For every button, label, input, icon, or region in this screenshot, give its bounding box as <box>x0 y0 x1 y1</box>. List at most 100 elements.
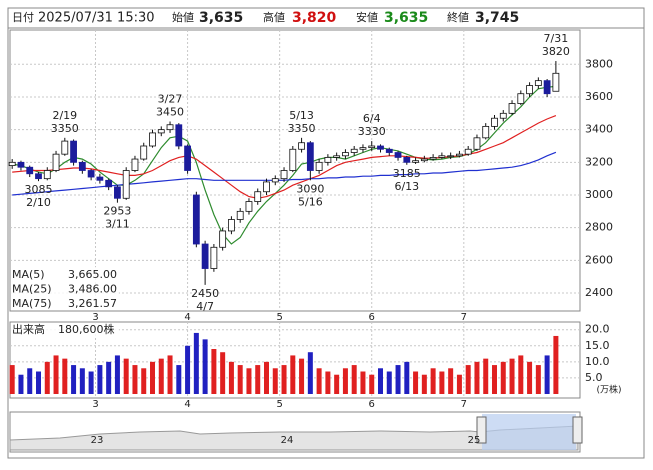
navigator-handle[interactable] <box>476 416 487 444</box>
y-tick-label: 2600 <box>585 253 613 266</box>
volume-bar <box>62 358 68 394</box>
candle-body <box>157 129 165 134</box>
header-datetime: 2025/07/31 15:30 <box>38 11 155 26</box>
annotation-date: 5/16 <box>298 195 323 208</box>
candle-body <box>438 155 446 158</box>
candle-body <box>298 142 305 150</box>
volume-bar <box>535 365 541 394</box>
candle-body <box>131 158 139 171</box>
candle-body <box>482 125 490 139</box>
volume-bar <box>123 358 129 394</box>
candle-body <box>385 148 393 153</box>
candle-body <box>534 80 542 86</box>
y-tick-label: 2400 <box>585 286 613 299</box>
volume-bar <box>378 368 383 394</box>
x-tick-label: 7 <box>461 399 467 410</box>
volume-bar <box>246 368 252 394</box>
volume-bar <box>369 374 375 394</box>
candle-body <box>192 194 200 245</box>
volume-bar <box>158 358 164 394</box>
candle-body <box>508 103 516 114</box>
legend-name: MA(5) <box>12 268 45 281</box>
y-tick-label: 3600 <box>585 90 613 103</box>
y-tick-label: 20.0 <box>585 323 610 336</box>
volume-bar <box>527 361 533 394</box>
candle-body <box>517 93 525 104</box>
candle-body <box>359 147 367 150</box>
volume-bar <box>211 349 217 394</box>
volume-bar <box>448 368 454 394</box>
volume-bar <box>141 368 147 394</box>
volume-bar <box>220 352 226 394</box>
volume-bar <box>255 365 261 394</box>
y-tick-label: 15.0 <box>585 339 610 352</box>
candle-body <box>219 230 227 248</box>
annotation-value: 3820 <box>542 45 570 58</box>
candle-body <box>236 210 244 220</box>
volume-panel <box>9 321 581 399</box>
volume-bar <box>334 374 340 394</box>
volume-bar <box>106 361 112 394</box>
volume-bar <box>439 371 445 394</box>
candle-body <box>78 161 86 171</box>
volume-bar <box>483 358 489 394</box>
price-panel <box>9 29 581 312</box>
legend-name: MA(25) <box>12 283 52 296</box>
x-tick-label: 6 <box>369 399 375 410</box>
candle-body <box>210 246 218 269</box>
volume-bar <box>430 368 436 394</box>
candle-body <box>140 145 148 160</box>
navigator-label: 25 <box>468 435 481 446</box>
volume-bar <box>421 374 427 394</box>
annotation-value: 3350 <box>51 122 79 135</box>
volume-value: 180,600株 <box>58 322 115 336</box>
x-tick-label: 4 <box>184 399 190 410</box>
candle-body <box>429 157 437 160</box>
candle-body <box>394 152 402 158</box>
legend-value: 3,665.00 <box>68 268 117 281</box>
volume-bar <box>544 355 550 394</box>
volume-bar <box>79 368 85 394</box>
navigator-label: 23 <box>91 435 104 446</box>
candle-body <box>96 176 104 181</box>
volume-bar <box>97 365 103 394</box>
y-tick-label: 3800 <box>585 57 613 70</box>
candle-body <box>201 243 209 269</box>
candle-body <box>412 160 419 163</box>
volume-bar <box>9 365 15 394</box>
navigator-handle[interactable] <box>572 416 583 444</box>
header-value: 3,635 <box>384 10 428 26</box>
candle-body <box>499 112 507 119</box>
x-tick-label: 6 <box>369 312 375 323</box>
candle-body <box>456 153 463 157</box>
volume-bar <box>132 365 138 394</box>
x-tick-label: 5 <box>276 399 282 410</box>
navigator-range[interactable] <box>482 414 576 450</box>
candle-body <box>447 155 455 158</box>
candle-body <box>43 170 51 180</box>
volume-bar <box>360 371 366 394</box>
candle-body <box>403 157 411 163</box>
header-value: 3,745 <box>475 10 519 26</box>
volume-bar <box>202 339 208 394</box>
candle-body <box>87 170 95 178</box>
volume-bar <box>18 374 24 394</box>
annotation-date: 7/31 <box>544 32 569 45</box>
volume-bar <box>185 345 191 394</box>
annotation-date: 6/4 <box>363 112 381 125</box>
volume-bar <box>167 355 173 394</box>
volume-bar <box>465 365 471 394</box>
volume-bar <box>509 358 515 394</box>
y-tick-label: 2800 <box>585 221 613 234</box>
header-label: 高値 <box>263 10 285 24</box>
candle-body <box>17 161 25 168</box>
candle-body <box>271 178 279 183</box>
annotation-date: 4/7 <box>196 300 214 313</box>
volume-bar <box>44 361 50 394</box>
x-tick-label: 3 <box>92 399 98 410</box>
volume-bar <box>290 355 296 394</box>
volume-bar <box>316 368 322 394</box>
candle-body <box>464 148 472 155</box>
header-label: 終値 <box>447 10 469 24</box>
candle-body <box>263 181 270 193</box>
